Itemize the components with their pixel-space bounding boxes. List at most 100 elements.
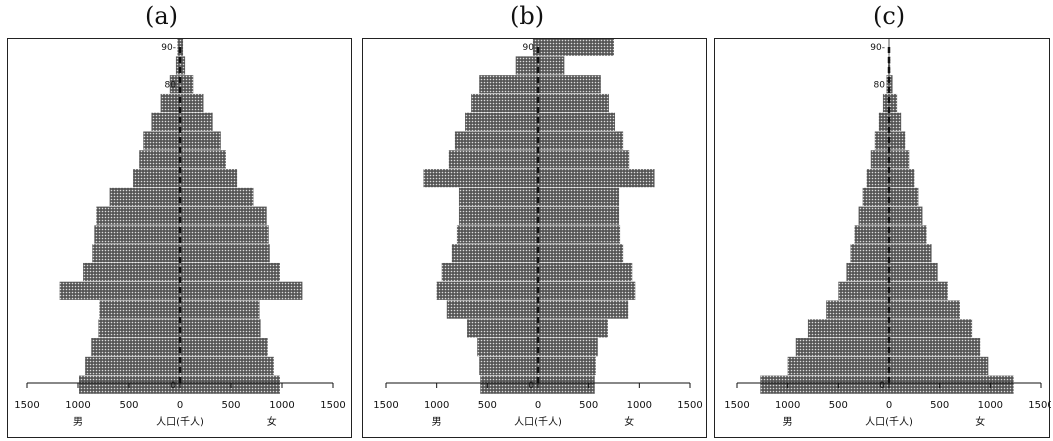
- male-bar: [846, 262, 889, 282]
- female-label: 女: [624, 415, 634, 428]
- male-bar: [446, 300, 538, 319]
- male-bar: [471, 93, 538, 113]
- x-tick-label: 1000: [775, 400, 800, 411]
- male-bar: [874, 131, 889, 150]
- female-bar: [538, 150, 630, 169]
- female-bar: [538, 319, 608, 338]
- male-bar: [151, 112, 180, 131]
- pyramid-panel-a: 1500 1000 500 0 500 1000 1500 男 人口(千人) 女 0 80 90-: [7, 38, 352, 438]
- male-bar: [454, 131, 538, 150]
- female-bar: [180, 262, 280, 282]
- male-bar: [99, 300, 180, 319]
- female-bar: [889, 169, 915, 188]
- female-bar: [180, 169, 238, 188]
- female-bar: [889, 375, 1014, 394]
- male-bar: [175, 56, 180, 75]
- female-bar: [538, 93, 609, 113]
- male-bar: [83, 262, 180, 282]
- female-bar: [180, 206, 267, 225]
- female-bar: [889, 131, 906, 150]
- x-tick-label: 1500: [677, 400, 702, 411]
- female-bar: [538, 131, 624, 150]
- male-bar: [854, 225, 889, 244]
- male-bar: [866, 169, 889, 188]
- x-tick-label: 1000: [65, 400, 90, 411]
- female-bar: [538, 169, 655, 188]
- male-bar: [85, 356, 180, 376]
- x-tick-label: 500: [579, 400, 598, 411]
- x-tick-label: 0: [535, 400, 541, 411]
- pyramid-chart-c: 1500 1000 500 0 500 1000 1500 男 人口(千人) 女 0 80 90-: [724, 39, 1051, 428]
- female-bar: [538, 75, 601, 94]
- male-bar: [177, 39, 180, 56]
- male-label: 男: [73, 416, 83, 428]
- male-bar: [139, 150, 180, 169]
- pyramid-chart-a: 1500 1000 500 0 500 1000 1500 男 人口(千人) 女 0 80 90-: [14, 39, 346, 428]
- pyramid-panel-c: 1500 1000 500 0 500 1000 1500 男 人口(千人) 女 0 80 90-: [714, 38, 1051, 438]
- male-bar: [441, 262, 538, 282]
- x-tick-label: 500: [478, 400, 497, 411]
- x-tick-label: 0: [886, 400, 892, 411]
- age-label: 90-: [870, 43, 885, 53]
- female-bar: [180, 93, 204, 113]
- male-bar: [96, 206, 180, 225]
- female-bar: [889, 187, 919, 207]
- male-bar: [458, 206, 538, 225]
- female-bar: [180, 319, 261, 338]
- x-tick-label: 1500: [724, 400, 749, 411]
- age-label: 90: [523, 43, 535, 53]
- female-bar: [538, 39, 614, 56]
- male-bar: [467, 319, 538, 338]
- female-bar: [538, 187, 620, 207]
- female-bar: [538, 262, 633, 282]
- x-tick-label: 500: [221, 400, 240, 411]
- female-bar: [538, 206, 620, 225]
- female-bar: [889, 262, 938, 282]
- male-bar: [79, 375, 180, 394]
- male-bar: [515, 56, 538, 75]
- male-bar: [532, 39, 538, 56]
- female-bar: [180, 150, 226, 169]
- male-bar: [795, 338, 889, 357]
- female-label: 女: [975, 415, 985, 428]
- female-bar: [889, 319, 973, 338]
- male-bar: [451, 244, 538, 263]
- female-bar: [180, 56, 186, 75]
- female-bar: [180, 375, 280, 394]
- x-tick-label: 1500: [14, 400, 39, 411]
- female-bar: [538, 112, 616, 131]
- x-tick-label: 1000: [978, 400, 1003, 411]
- male-bar: [850, 244, 889, 263]
- female-bar: [889, 75, 893, 94]
- female-bar: [889, 93, 898, 113]
- male-bar: [160, 93, 180, 113]
- female-bar: [538, 225, 621, 244]
- panel-title-b: (b): [510, 2, 545, 30]
- male-bar: [886, 75, 889, 94]
- male-bar: [480, 375, 538, 394]
- female-bar: [180, 187, 254, 207]
- female-bar: [180, 300, 260, 319]
- female-bar: [889, 225, 927, 244]
- age-label: 0: [528, 381, 534, 391]
- male-bar: [870, 150, 889, 169]
- female-bar: [180, 281, 303, 300]
- female-bar: [180, 112, 213, 131]
- female-bar: [538, 338, 598, 357]
- male-bar: [92, 244, 180, 263]
- female-bar: [889, 244, 932, 263]
- female-bar: [538, 356, 596, 376]
- age-label: 90-: [161, 43, 176, 53]
- male-bar: [882, 93, 889, 113]
- male-bar: [858, 206, 889, 225]
- panel-title-c: (c): [873, 2, 906, 30]
- male-bar: [887, 56, 889, 75]
- female-bar: [180, 39, 184, 56]
- x-tick-label: 1500: [373, 400, 398, 411]
- female-bar: [538, 244, 624, 263]
- female-bar: [538, 375, 595, 394]
- male-bar: [787, 356, 889, 376]
- female-bar: [180, 244, 270, 263]
- male-bar: [807, 319, 889, 338]
- population-label: 人口(千人): [514, 416, 562, 428]
